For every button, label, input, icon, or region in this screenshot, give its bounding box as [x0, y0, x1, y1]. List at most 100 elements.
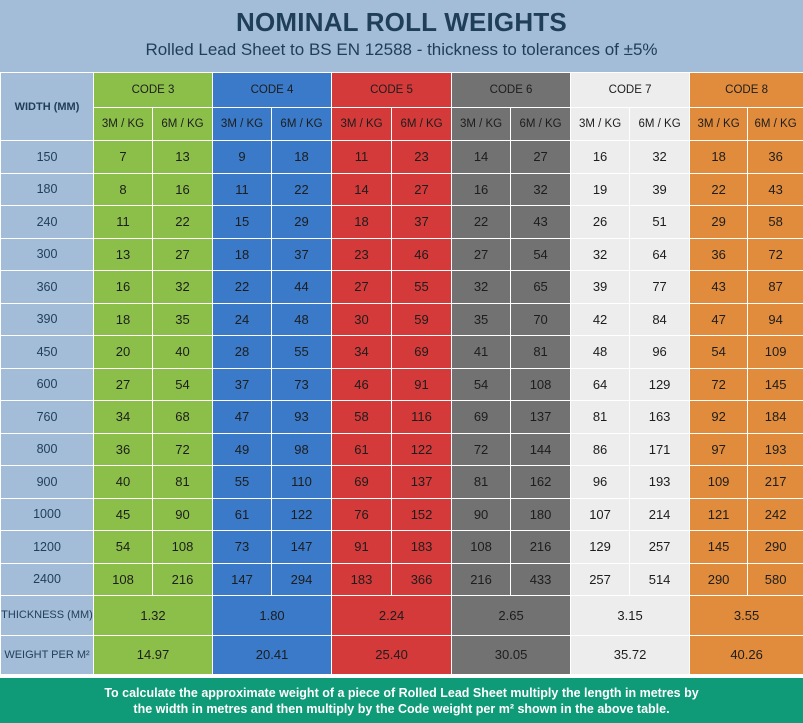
- weight-cell: 35: [151, 302, 214, 336]
- weight-cell: 47: [689, 302, 749, 336]
- weight-cell: 39: [629, 172, 691, 206]
- weight-cell: 116: [391, 400, 453, 434]
- code-6-3m-header: 3M / KG: [451, 107, 512, 141]
- weight-cell: 121: [689, 497, 749, 531]
- weight-cell: 42: [570, 302, 631, 336]
- table-row: 760 34 68 47 93 58 116 69 137 81 163 92 184: [0, 400, 803, 434]
- weight-cell: 257: [570, 562, 631, 596]
- weight-per-m2-label: WEIGHT PER M²: [0, 634, 94, 675]
- weight-cell: 7: [93, 140, 153, 174]
- weight-cell: 16: [451, 172, 512, 206]
- weight-cell: 54: [451, 367, 512, 401]
- width-cell: 900: [0, 465, 94, 499]
- width-cell: 300: [0, 237, 94, 271]
- weight-cell: 22: [689, 172, 749, 206]
- weight-cell: 81: [570, 400, 631, 434]
- weight-per-m2-value: 20.41: [212, 634, 333, 675]
- weight-cell: 51: [629, 205, 691, 239]
- weight-cell: 68: [151, 400, 214, 434]
- code-3-6m-header: 6M / KG: [151, 107, 214, 141]
- weight-cell: 54: [510, 237, 572, 271]
- weight-cell: 46: [391, 237, 453, 271]
- weight-cell: 90: [451, 497, 512, 531]
- weight-cell: 98: [271, 432, 333, 466]
- width-cell: 360: [0, 270, 94, 304]
- weight-cell: 171: [629, 432, 691, 466]
- table-row: 450 20 40 28 55 34 69 41 81 48 96 54 109: [0, 335, 803, 369]
- weight-per-m2-value: 25.40: [331, 634, 453, 675]
- weight-cell: 72: [451, 432, 512, 466]
- weight-cell: 55: [212, 465, 273, 499]
- weight-cell: 27: [93, 367, 153, 401]
- weight-cell: 81: [151, 465, 214, 499]
- code-8-6m-header: 6M / KG: [747, 107, 803, 141]
- weight-cell: 216: [451, 562, 512, 596]
- weight-cell: 77: [629, 270, 691, 304]
- table-row: 600 27 54 37 73 46 91 54 108 64 129 72 145: [0, 367, 803, 401]
- weight-cell: 34: [93, 400, 153, 434]
- width-cell: 450: [0, 335, 94, 369]
- weight-cell: 183: [331, 562, 393, 596]
- weight-cell: 36: [93, 432, 153, 466]
- weight-cell: 23: [331, 237, 393, 271]
- weight-cell: 27: [451, 237, 512, 271]
- table-row: 240 11 22 15 29 18 37 22 43 26 51 29 58: [0, 205, 803, 239]
- weight-cell: 41: [451, 335, 512, 369]
- width-cell: 2400: [0, 562, 94, 596]
- weight-cell: 64: [629, 237, 691, 271]
- weight-cell: 18: [689, 140, 749, 174]
- table-row: 800 36 72 49 98 61 122 72 144 86 171 97 193: [0, 432, 803, 466]
- weight-cell: 193: [629, 465, 691, 499]
- weight-cell: 217: [747, 465, 803, 499]
- weight-cell: 81: [510, 335, 572, 369]
- weight-cell: 122: [271, 497, 333, 531]
- weight-cell: 180: [510, 497, 572, 531]
- weight-cell: 514: [629, 562, 691, 596]
- weight-cell: 193: [747, 432, 803, 466]
- weight-cell: 45: [93, 497, 153, 531]
- weight-cell: 16: [570, 140, 631, 174]
- weight-cell: 55: [271, 335, 333, 369]
- code-4-header: CODE 4: [212, 72, 333, 108]
- weight-cell: 91: [391, 367, 453, 401]
- weight-cell: 70: [510, 302, 572, 336]
- weight-cell: 73: [212, 530, 273, 564]
- width-cell: 760: [0, 400, 94, 434]
- weight-cell: 54: [689, 335, 749, 369]
- weight-cell: 61: [331, 432, 393, 466]
- weight-cell: 145: [689, 530, 749, 564]
- weight-cell: 29: [689, 205, 749, 239]
- weight-cell: 18: [93, 302, 153, 336]
- weight-cell: 73: [271, 367, 333, 401]
- weight-cell: 43: [747, 172, 803, 206]
- thickness-value: 2.65: [451, 595, 572, 636]
- weight-cell: 290: [689, 562, 749, 596]
- weight-cell: 216: [510, 530, 572, 564]
- weight-cell: 129: [629, 367, 691, 401]
- weight-cell: 242: [747, 497, 803, 531]
- footer-line-2: the width in metres and then multiply by…: [133, 702, 670, 716]
- weight-cell: 11: [93, 205, 153, 239]
- weight-cell: 11: [331, 140, 393, 174]
- weight-cell: 9: [212, 140, 273, 174]
- header: NOMINAL ROLL WEIGHTS Rolled Lead Sheet t…: [0, 0, 803, 72]
- weight-cell: 18: [271, 140, 333, 174]
- weight-cell: 37: [271, 237, 333, 271]
- weight-cell: 92: [689, 400, 749, 434]
- thickness-value: 2.24: [331, 595, 453, 636]
- weight-cell: 433: [510, 562, 572, 596]
- weight-cell: 54: [151, 367, 214, 401]
- weight-cell: 152: [391, 497, 453, 531]
- weight-cell: 76: [331, 497, 393, 531]
- code-3-header: CODE 3: [92, 72, 214, 108]
- weight-cell: 366: [391, 562, 453, 596]
- weight-cell: 49: [212, 432, 273, 466]
- weight-cell: 94: [747, 302, 803, 336]
- weight-cell: 36: [689, 237, 749, 271]
- weight-cell: 16: [151, 172, 214, 206]
- weight-cell: 214: [629, 497, 691, 531]
- weight-cell: 32: [629, 140, 691, 174]
- weight-per-m2-row: WEIGHT PER M² 14.97 20.41 25.40 30.05 35.72 40…: [0, 634, 803, 675]
- weight-cell: 26: [570, 205, 631, 239]
- code-8-3m-header: 3M / KG: [689, 107, 749, 141]
